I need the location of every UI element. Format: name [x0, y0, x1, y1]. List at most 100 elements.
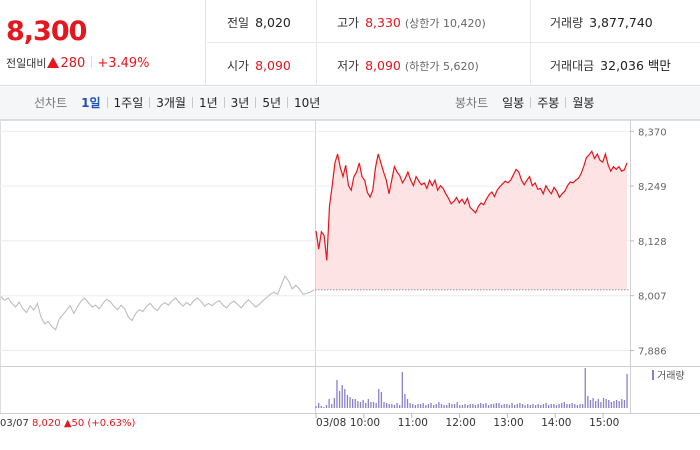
volume-bar	[325, 405, 328, 408]
volume-bar	[359, 402, 362, 408]
volume-bar	[401, 372, 403, 408]
volume-bar	[323, 407, 325, 408]
x-tick-label: 13:00	[493, 417, 523, 429]
quote-header: 8,300 전일대비 280 +3.49% 전일 8,020 고가 8,330 (상한가 …	[0, 0, 700, 86]
volume-bar	[430, 403, 432, 408]
line-chart-tabs: 선차트 1일 1주일 3개월 1년 3년 5년 10년	[34, 87, 320, 120]
volume-bar	[508, 405, 511, 408]
volume-bar	[485, 403, 487, 408]
volume-bar	[532, 404, 534, 408]
volume-bar	[341, 385, 343, 408]
prev-day-close: 8,020	[32, 418, 64, 429]
volume-bar	[587, 396, 589, 408]
divider	[565, 97, 567, 108]
quote-info-grid: 전일 8,020 고가 8,330 (상한가 10,420) 거래량 3,877,740…	[207, 0, 700, 86]
volume-bar	[618, 401, 620, 408]
volume-bar	[608, 400, 610, 408]
volume-bar	[448, 403, 450, 408]
volume-bar	[466, 405, 469, 408]
volume-bar	[414, 405, 417, 408]
volume-bar	[524, 405, 526, 408]
volume-bar	[320, 406, 322, 408]
volume-bar	[529, 405, 532, 408]
volume-bar	[349, 397, 351, 408]
volume-bar	[490, 404, 492, 408]
tab-10year[interactable]: 10년	[294, 96, 321, 110]
volume-bar	[456, 402, 458, 408]
info-value: 8,090	[255, 58, 291, 73]
volume-bar	[357, 401, 359, 408]
info-label: 저가	[337, 59, 360, 73]
tab-1year[interactable]: 1년	[198, 96, 218, 110]
tab-3year[interactable]: 3년	[230, 96, 250, 110]
volume-bar	[435, 404, 437, 408]
volume-bar	[550, 404, 552, 408]
volume-bar	[584, 368, 586, 408]
volume-bar	[383, 402, 385, 408]
volume-bar	[453, 404, 456, 408]
divider	[530, 97, 532, 108]
volume-bar	[592, 398, 594, 408]
volume-bar	[425, 405, 427, 408]
tab-1week[interactable]: 1주일	[113, 96, 144, 110]
volume-bar	[419, 404, 422, 408]
volume-bar	[469, 404, 471, 408]
volume-bar	[393, 405, 396, 408]
volume-bar	[409, 403, 411, 408]
tab-1day[interactable]: 1일	[81, 96, 101, 110]
prev-day-summary: 03/07 8,020 ▲50 (+0.63%)	[0, 418, 135, 429]
volume-bar	[482, 404, 484, 408]
x-tick-label: 15:00	[589, 417, 619, 429]
volume-bar	[589, 400, 592, 408]
volume-bar	[576, 405, 579, 408]
volume-bar	[451, 404, 453, 408]
x-tick-label: 12:00	[446, 417, 476, 429]
volume-bar	[547, 405, 550, 408]
tab-5year[interactable]: 5년	[262, 96, 282, 110]
y-tick-label: 8,007	[638, 292, 667, 303]
volume-legend-label: 거래량	[657, 370, 685, 382]
volume-bar	[605, 399, 607, 408]
divider	[149, 97, 151, 108]
volume-bar	[563, 402, 565, 408]
volume-bar	[446, 405, 448, 408]
info-value: 8,090	[365, 58, 401, 73]
tab-3month[interactable]: 3개월	[156, 96, 186, 110]
tab-daily-candle[interactable]: 일봉	[502, 96, 525, 110]
prev-day-change: 50	[72, 418, 88, 429]
info-value: 8,330	[365, 15, 401, 30]
volume-bar	[574, 404, 576, 408]
volume-bar	[537, 404, 539, 408]
info-row: 전일 8,020 고가 8,330 (상한가 10,420) 거래량 3,877,740	[207, 0, 700, 43]
tab-monthly-candle[interactable]: 월봉	[572, 96, 595, 110]
info-value: 3,877,740	[589, 15, 653, 30]
volume-bar	[545, 403, 547, 408]
prev-day-date: 03/07	[0, 418, 32, 429]
volume-bar	[487, 405, 490, 408]
info-cell-volume: 거래량 3,877,740	[532, 0, 700, 43]
volume-bar	[615, 400, 618, 408]
info-label: 거래대금	[550, 59, 595, 73]
upper-limit: (상한가 10,420)	[404, 17, 486, 30]
volume-bar	[477, 404, 479, 408]
volume-bar	[581, 404, 584, 408]
info-value: 32,036 백만	[600, 58, 671, 73]
volume-bar	[336, 380, 338, 408]
volume-bar	[500, 405, 503, 408]
volume-bar	[519, 403, 521, 408]
y-tick-label: 8,249	[638, 182, 667, 193]
current-price: 8,300	[6, 16, 87, 47]
volume-bar	[433, 405, 435, 408]
divider	[106, 97, 108, 108]
change-percent: +3.49%	[97, 56, 150, 71]
volume-bar	[331, 404, 333, 408]
volume-bar	[362, 400, 364, 408]
volume-bar	[399, 405, 401, 408]
volume-bar	[351, 399, 354, 408]
volume-bar	[422, 403, 424, 408]
volume-bar	[472, 404, 474, 408]
tab-weekly-candle[interactable]: 주봉	[537, 96, 560, 110]
up-triangle-icon: ▲	[64, 418, 72, 429]
volume-bar	[380, 392, 383, 408]
x-tick-label: 10:00	[350, 417, 380, 429]
